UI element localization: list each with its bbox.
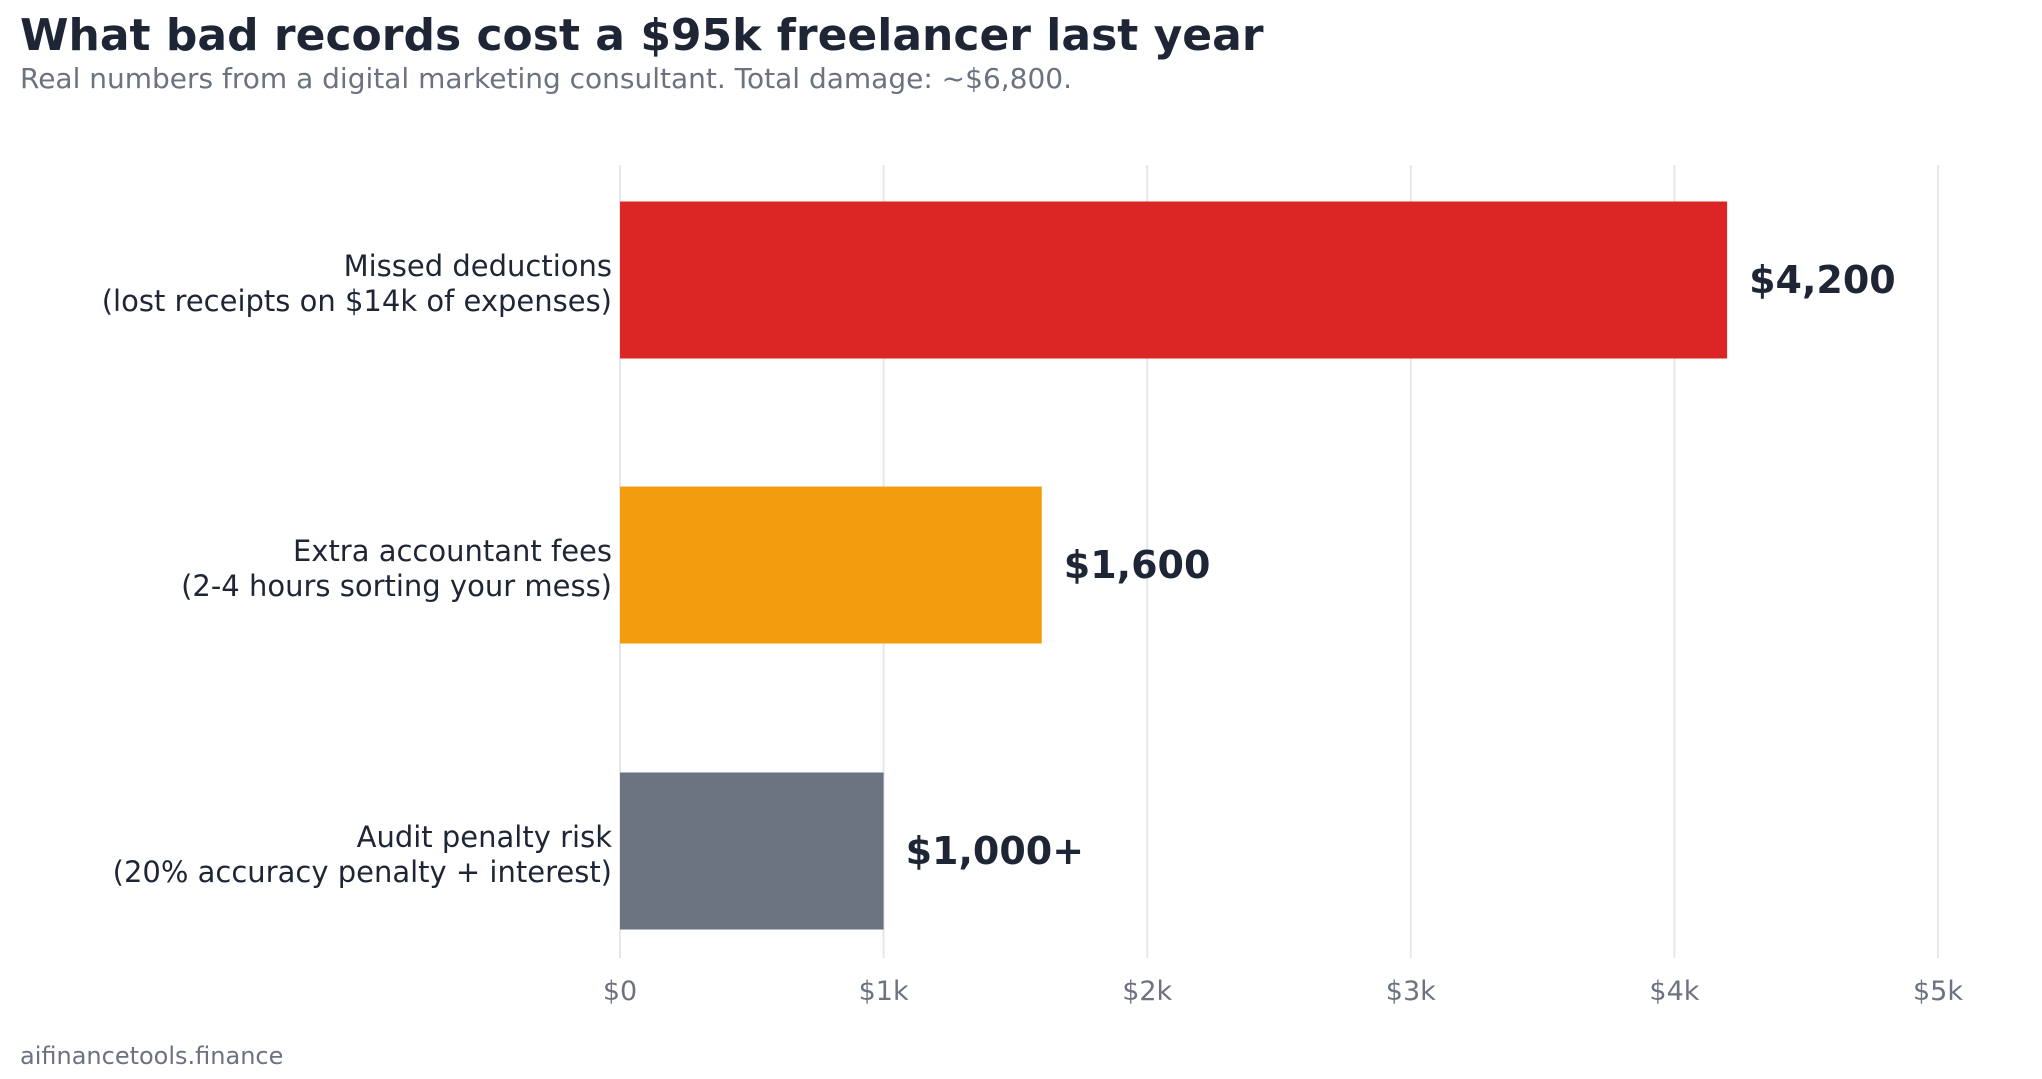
x-axis-tick-labels: $0 $1k $2k $3k $4k $5k [603, 976, 1964, 1007]
category-label-detail: (lost receipts on $14k of expenses) [102, 284, 612, 318]
source-footer: aifinancetools.finance [20, 1042, 284, 1070]
bar [620, 486, 1042, 644]
category-label: Missed deductions (lost receipts on $14k … [102, 249, 612, 318]
category-label-main: Extra accountant fees [293, 534, 612, 568]
category-label-main: Missed deductions [344, 249, 612, 283]
category-label: Audit penalty risk (20% accuracy penalty … [113, 820, 613, 889]
x-tick-label: $1k [859, 976, 909, 1007]
category-label-detail: (20% accuracy penalty + interest) [113, 855, 612, 889]
x-tick-label: $5k [1913, 976, 1963, 1007]
bars [620, 201, 1728, 930]
category-label: Extra accountant fees (2-4 hours sorting … [181, 534, 612, 603]
bar [620, 772, 884, 930]
bar-value-label: $1,000+ [906, 829, 1084, 873]
bar [620, 201, 1728, 359]
x-tick-label: $0 [603, 976, 637, 1007]
category-label-main: Audit penalty risk [357, 820, 613, 854]
category-labels: Missed deductions (lost receipts on $14k … [102, 249, 612, 889]
chart-title: What bad records cost a $95k freelancer … [20, 10, 1264, 61]
bar-value-label: $1,600 [1064, 543, 1211, 587]
x-tick-label: $2k [1122, 976, 1172, 1007]
bar-value-label: $4,200 [1749, 258, 1896, 302]
value-labels: $4,200 $1,600 $1,000+ [906, 258, 1896, 873]
x-tick-label: $4k [1649, 976, 1699, 1007]
category-label-detail: (2-4 hours sorting your mess) [181, 569, 612, 603]
x-tick-label: $3k [1386, 976, 1436, 1007]
chart-subtitle: Real numbers from a digital marketing co… [20, 62, 1073, 95]
